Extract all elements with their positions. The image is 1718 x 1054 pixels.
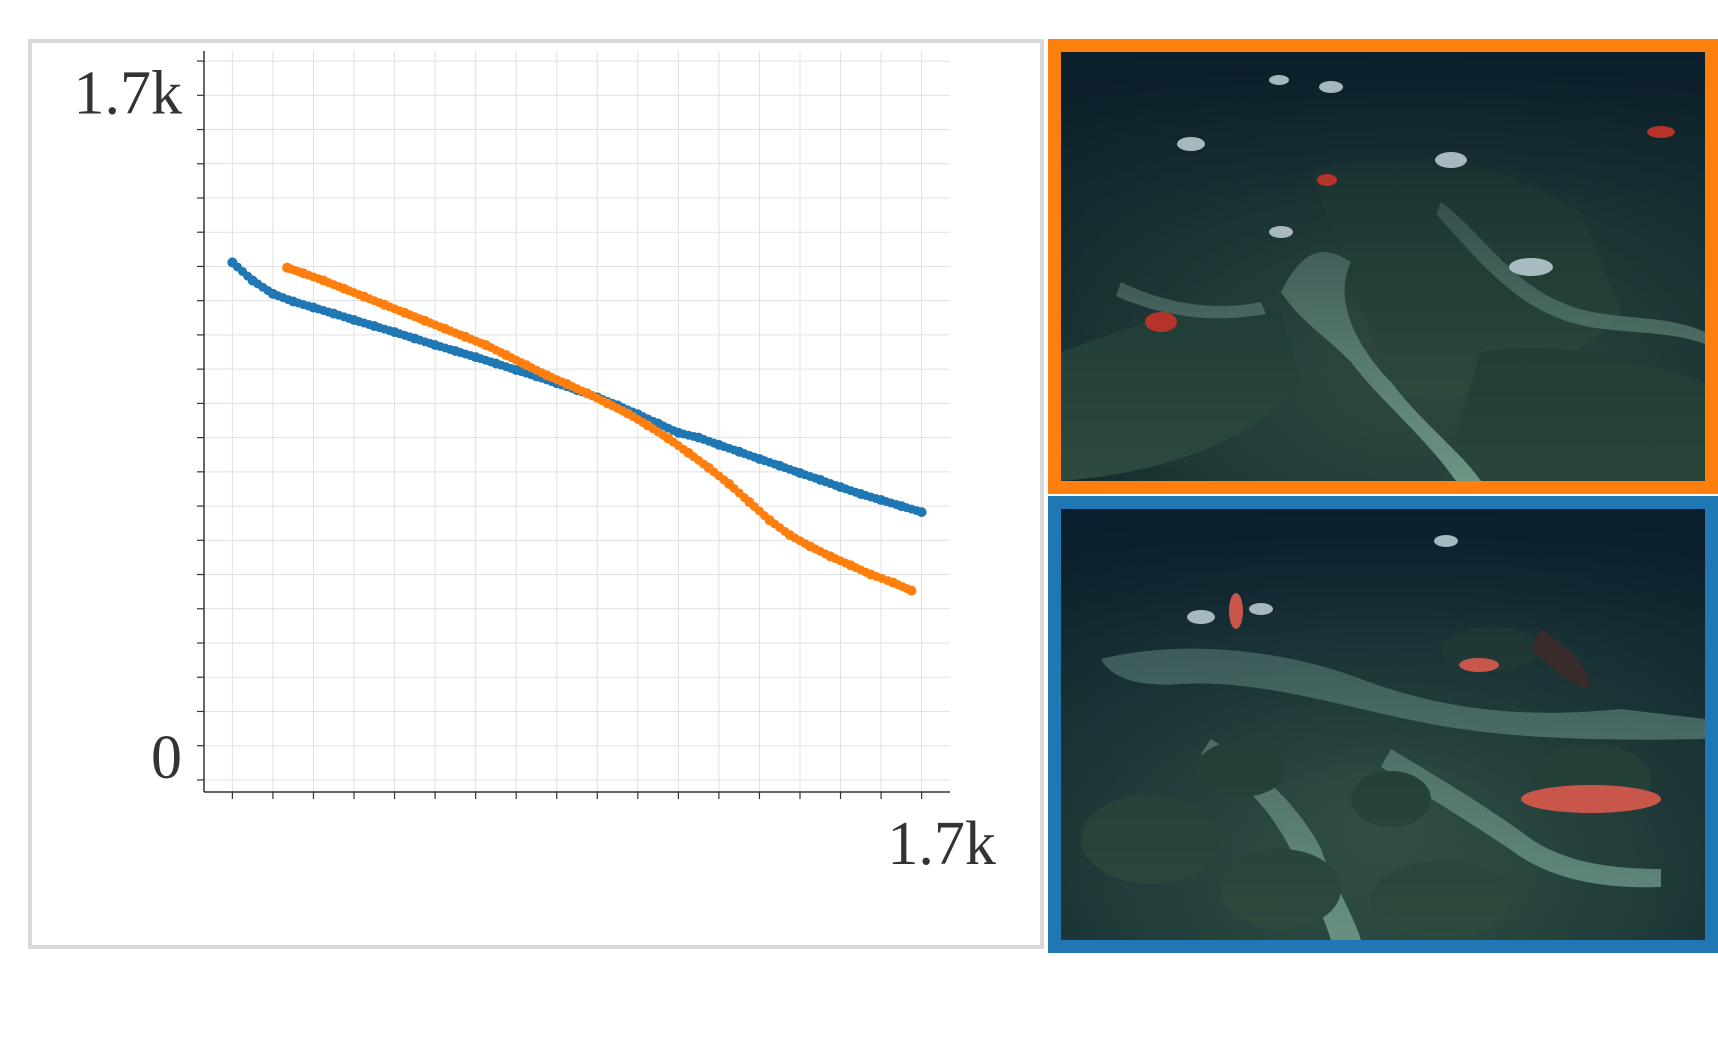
data-point: [384, 326, 394, 336]
data-point: [243, 271, 253, 281]
data-point: [445, 345, 455, 355]
data-point: [476, 338, 486, 348]
orange-framed-image: [1048, 39, 1718, 494]
y-tick-label: 1.7k: [74, 59, 183, 127]
data-point: [658, 430, 668, 440]
data-point: [435, 322, 445, 332]
scatter-chart: 0 1.7k 1.7k: [74, 51, 996, 878]
x-tick-label: 1.7k: [887, 810, 996, 878]
data-point: [263, 286, 273, 296]
data-point: [577, 386, 587, 396]
data-point: [820, 549, 830, 559]
data-point: [618, 406, 628, 416]
data-point: [902, 584, 912, 594]
data-point: [770, 459, 780, 469]
data-point: [455, 330, 465, 340]
data-point: [314, 274, 324, 284]
data-point: [557, 377, 567, 387]
data-point: [364, 320, 374, 330]
seafloor-photo-bottom: [1061, 509, 1705, 940]
series-layer: [227, 257, 927, 596]
data-point: [780, 526, 790, 536]
data-point: [415, 314, 425, 324]
data-point: [810, 473, 820, 483]
data-point: [891, 500, 901, 510]
data-point: [496, 348, 506, 358]
data-point: [374, 298, 384, 308]
data-point: [719, 475, 729, 485]
data-point: [324, 307, 334, 317]
data-point: [871, 494, 881, 504]
axes: [197, 51, 950, 799]
data-point: [790, 466, 800, 476]
data-point: [729, 445, 739, 455]
blue-framed-image: [1048, 496, 1718, 953]
data-point: [294, 267, 304, 277]
data-point: [883, 576, 893, 586]
grid: [204, 51, 950, 792]
data-point: [851, 487, 861, 497]
data-point: [749, 452, 759, 462]
data-point: [344, 313, 354, 323]
data-point: [395, 306, 405, 316]
data-point: [668, 425, 678, 435]
data-point: [486, 357, 496, 367]
seafloor-photo-top: [1061, 52, 1705, 481]
data-point: [800, 539, 810, 549]
data-point: [516, 358, 526, 368]
data-point: [739, 493, 749, 503]
data-point: [506, 363, 516, 373]
data-point: [841, 558, 851, 568]
data-point: [912, 506, 922, 516]
y-tick-label: 0: [151, 724, 182, 792]
data-point: [699, 459, 709, 469]
data-point: [425, 338, 435, 348]
data-point: [678, 444, 688, 454]
series-line: [286, 266, 912, 592]
data-point: [334, 282, 344, 292]
data-point: [861, 567, 871, 577]
data-point: [354, 290, 364, 300]
data-point: [303, 301, 313, 311]
data-point: [760, 511, 770, 521]
data-point: [689, 431, 699, 441]
series-1: [282, 262, 917, 596]
data-point: [638, 418, 648, 428]
tick-labels: 0 1.7k 1.7k: [74, 59, 996, 878]
chart-panel: 0 1.7k 1.7k: [28, 39, 1044, 949]
data-point: [597, 396, 607, 406]
data-point: [466, 351, 476, 361]
data-point: [537, 368, 547, 378]
data-point: [830, 480, 840, 490]
data-point: [405, 332, 415, 342]
data-point: [709, 438, 719, 448]
data-point: [283, 295, 293, 305]
